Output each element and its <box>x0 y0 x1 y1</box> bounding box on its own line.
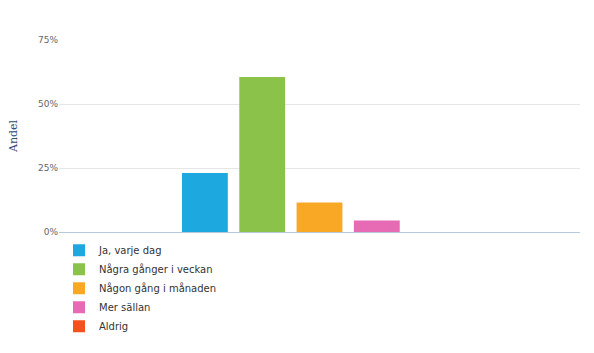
svg-text:25%: 25% <box>38 163 58 173</box>
svg-text:Ja, varje dag: Ja, varje dag <box>98 245 162 256</box>
svg-text:Någon gång i månaden: Någon gång i månaden <box>99 282 216 294</box>
svg-text:Andel: Andel <box>7 119 20 153</box>
svg-text:75%: 75% <box>38 35 58 45</box>
svg-text:Mer sällan: Mer sällan <box>99 302 150 313</box>
svg-text:0%: 0% <box>44 227 59 237</box>
svg-text:50%: 50% <box>38 99 58 109</box>
svg-text:Aldrig: Aldrig <box>99 321 128 332</box>
svg-text:Några gånger i veckan: Några gånger i veckan <box>99 263 213 275</box>
